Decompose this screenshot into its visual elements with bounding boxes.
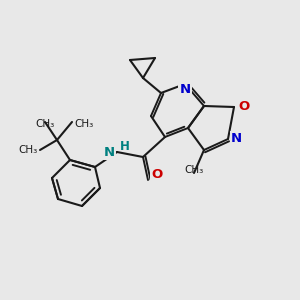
Text: N: N [179,83,191,96]
Text: H: H [120,140,130,152]
Text: N: N [104,146,115,158]
Text: CH₃: CH₃ [184,165,204,175]
Text: CH₃: CH₃ [19,145,38,155]
Text: CH₃: CH₃ [74,119,93,129]
Text: O: O [238,100,249,113]
Text: CH₃: CH₃ [35,119,55,129]
Text: N: N [231,133,242,146]
Text: O: O [151,168,162,181]
